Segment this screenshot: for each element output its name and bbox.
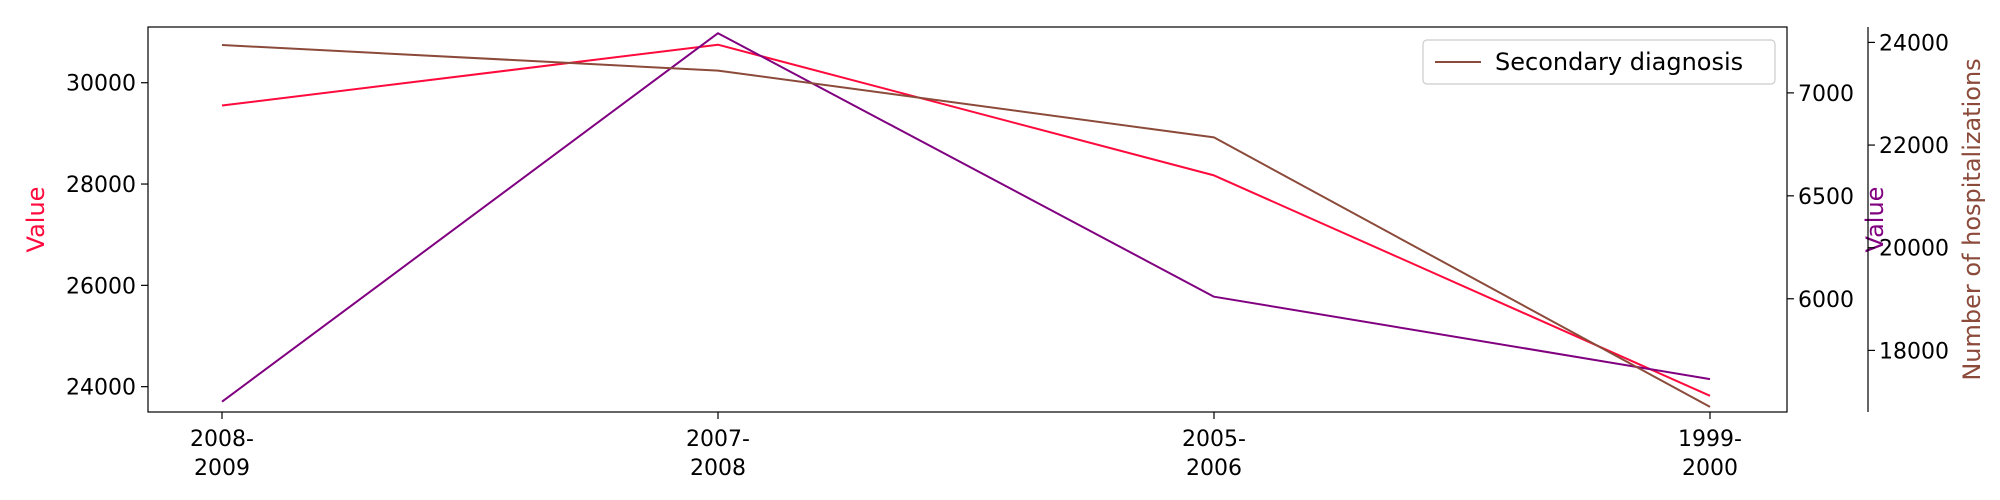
right2-tick-label: 18000 <box>1879 339 1949 364</box>
legend-label: Secondary diagnosis <box>1495 48 1743 76</box>
left-tick-label: 24000 <box>66 376 136 401</box>
x-tick-label-line: 2005- <box>1182 427 1246 452</box>
series-layer <box>221 32 1711 408</box>
plot-area-border <box>147 26 1788 413</box>
right2-tick-label: 24000 <box>1879 31 1949 56</box>
series-line-3 <box>221 44 1711 408</box>
right2-axis-title: Number of hospitalizations <box>1958 58 1986 380</box>
right1-tick-label: 6000 <box>1798 288 1854 313</box>
left-tick-label: 26000 <box>66 274 136 299</box>
x-tick-label: 2005- 2006 <box>1182 427 1246 481</box>
left-y-axis: 24000 26000 28000 30000 Value <box>22 72 148 401</box>
x-tick-label-line: 2008 <box>690 456 746 481</box>
x-tick-label: 2007- 2008 <box>686 427 750 481</box>
x-tick-label-line: 2006 <box>1186 456 1242 481</box>
x-tick-label-line: 2009 <box>194 456 250 481</box>
left-tick-label: 28000 <box>66 173 136 198</box>
right1-tick-label: 6500 <box>1798 185 1854 210</box>
right-y-axis-hospitalizations: 18000 20000 22000 24000 Number of hospitaliz… <box>1867 27 1986 412</box>
plot-frame <box>147 26 1788 413</box>
left-axis-title: Value <box>22 187 50 253</box>
left-tick-label: 30000 <box>66 72 136 97</box>
x-tick-label-line: 2000 <box>1682 456 1738 481</box>
legend-box <box>1422 39 1776 85</box>
x-tick-label-line: 2007- <box>686 427 750 452</box>
series-line-2 <box>221 32 1711 403</box>
right1-tick-label: 7000 <box>1798 82 1854 107</box>
right1-axis-title: Value <box>1861 187 1889 253</box>
x-tick-label-line: 2008- <box>190 427 254 452</box>
x-tick-label-line: 1999- <box>1678 427 1742 452</box>
series-line-1 <box>221 43 1711 397</box>
x-axis: 2008- 2009 2007- 2008 2005- 2006 1999- 2000 <box>190 412 1742 481</box>
x-tick-label: 1999- 2000 <box>1678 427 1742 481</box>
x-tick-label: 2008- 2009 <box>190 427 254 481</box>
legend: Secondary diagnosis <box>1422 39 1776 85</box>
right2-tick-label: 20000 <box>1879 237 1949 262</box>
right-y-axis-value: 6000 6500 7000 Value <box>1787 82 1889 313</box>
right2-tick-label: 22000 <box>1879 134 1949 159</box>
